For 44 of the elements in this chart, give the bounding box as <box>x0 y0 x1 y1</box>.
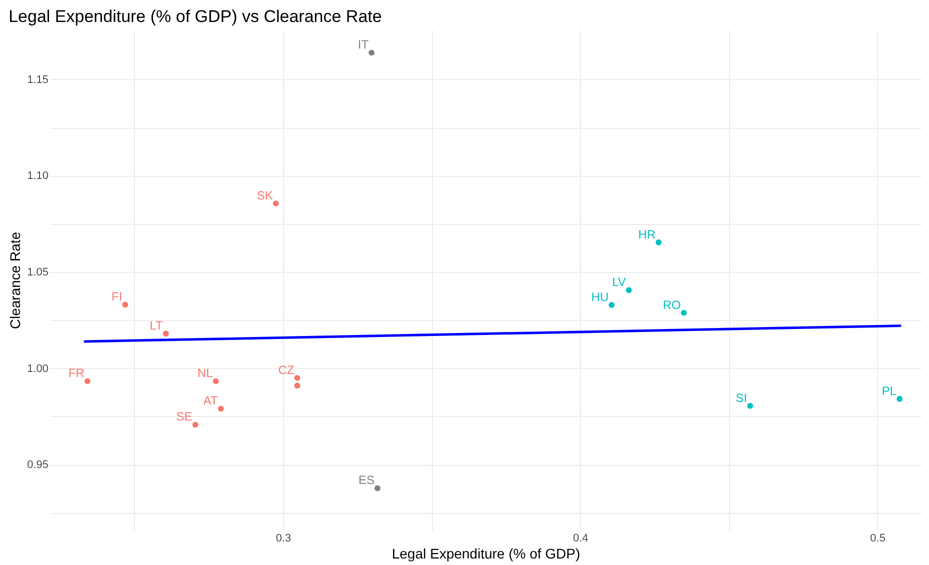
data-label: FI <box>112 290 122 304</box>
data-label: SI <box>736 390 748 405</box>
point <box>272 200 279 206</box>
point <box>680 310 687 316</box>
y-tick-label: 1.00 <box>27 362 48 375</box>
data-label: LV <box>612 275 626 290</box>
data-label: ES <box>358 473 374 488</box>
data-label: LT <box>150 318 164 333</box>
point <box>84 378 90 384</box>
point <box>162 330 169 337</box>
data-label: HU <box>591 290 609 304</box>
data-label: HR <box>638 227 656 242</box>
data-label: RO <box>662 298 681 312</box>
y-tick-label: 1.05 <box>27 266 48 279</box>
data-label: AT <box>203 394 219 408</box>
data-label: NL <box>197 366 214 380</box>
data-label: SE <box>176 410 192 424</box>
point <box>747 402 754 409</box>
x-tick-label: 0.3 <box>276 532 292 544</box>
point <box>192 422 198 428</box>
point <box>608 302 615 308</box>
y-tick-label: 1.15 <box>27 74 48 86</box>
point <box>656 239 662 246</box>
x-tick-label: 0.5 <box>870 532 886 544</box>
point <box>212 378 219 384</box>
x-tick-label: 0.4 <box>573 532 588 544</box>
point <box>896 396 903 402</box>
point <box>218 406 224 412</box>
x-axis-title: Legal Expenditure (% of GDP) <box>392 546 580 562</box>
y-tick-label: 0.95 <box>27 459 48 472</box>
point <box>122 302 128 308</box>
data-label: CZ <box>278 362 294 377</box>
y-tick-label: 1.10 <box>27 170 48 182</box>
point <box>294 374 300 381</box>
point <box>374 485 380 492</box>
chart-title: Legal Expenditure (% of GDP) vs Clearance Rate <box>8 7 382 26</box>
point <box>368 50 374 56</box>
point <box>626 287 632 294</box>
data-label: IT <box>358 38 370 52</box>
data-label: SK <box>256 188 273 202</box>
data-label: PL <box>882 384 897 398</box>
y-axis-title: Clearance Rate <box>7 232 24 330</box>
data-label: FR <box>68 366 85 380</box>
point <box>294 382 300 389</box>
